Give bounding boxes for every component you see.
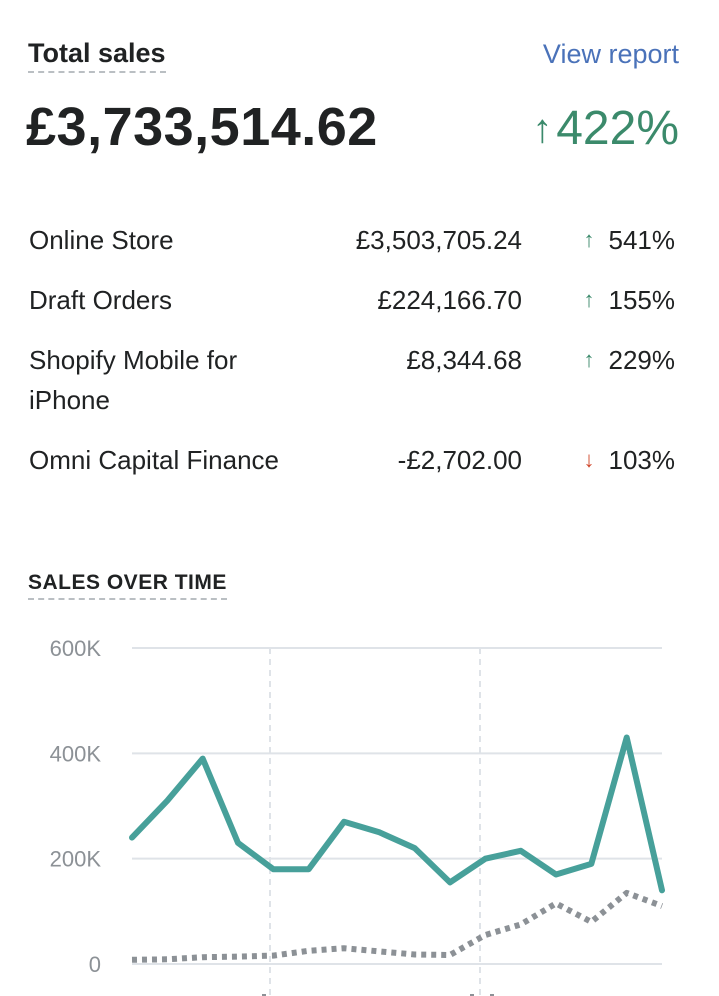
- channel-name: Online Store: [29, 225, 174, 255]
- view-report-link[interactable]: View report: [542, 39, 679, 69]
- channel-amount: £224,166.70: [377, 285, 522, 315]
- arrow-up-icon: ↑: [583, 287, 595, 312]
- y-axis-ticks: 0 200K 400K 600K: [50, 636, 494, 996]
- breakdown-row: Omni Capital Finance -£2,702.00 ↓ 103%: [29, 440, 679, 540]
- arrow-up-icon: ↑: [532, 107, 553, 151]
- channel-change-value: 155%: [608, 285, 676, 315]
- channel-change: ↑ 155%: [584, 280, 676, 320]
- breakdown-row: Draft Orders £224,166.70 ↑ 155%: [29, 280, 679, 340]
- total-change-value: 422%: [556, 102, 679, 155]
- channel-name: Omni Capital Finance: [29, 445, 279, 475]
- channel-change: ↑ 229%: [584, 340, 676, 380]
- channel-amount: £8,344.68: [406, 345, 522, 375]
- channel-change-value: 541%: [608, 225, 676, 255]
- y-tick-label: 0: [89, 952, 101, 977]
- y-tick-label: 200K: [50, 847, 102, 872]
- y-tick-label: 600K: [50, 636, 102, 661]
- channel-change: ↓ 103%: [584, 440, 676, 480]
- arrow-up-icon: ↑: [583, 347, 595, 372]
- chart-section-title: SALES OVER TIME: [28, 570, 227, 600]
- arrow-down-icon: ↓: [583, 447, 595, 472]
- channel-name: Shopify Mobile for iPhone: [29, 345, 238, 415]
- series-line-comparison: [131, 889, 664, 963]
- card-title: Total sales: [28, 36, 166, 73]
- total-sales-value: £3,733,514.62: [26, 97, 378, 157]
- sales-over-time-chart: 0 200K 400K 600K: [50, 636, 665, 996]
- arrow-up-icon: ↑: [583, 227, 595, 252]
- channel-amount: £3,503,705.24: [355, 225, 522, 255]
- channel-change-value: 103%: [608, 445, 676, 475]
- channel-amount: -£2,702.00: [397, 445, 522, 475]
- breakdown-row: Shopify Mobile for iPhone £8,344.68 ↑ 22…: [29, 340, 679, 440]
- channel-change-value: 229%: [608, 345, 676, 375]
- series-line-current: [129, 734, 665, 894]
- channel-change: ↑ 541%: [584, 220, 676, 260]
- breakdown-row: Online Store £3,503,705.24 ↑ 541%: [29, 220, 679, 280]
- chart-grid: [132, 647, 662, 996]
- channel-name: Draft Orders: [29, 285, 173, 315]
- channel-breakdown: Online Store £3,503,705.24 ↑ 541% Draft …: [29, 220, 679, 540]
- chart-series: [129, 734, 665, 963]
- y-tick-label: 400K: [50, 741, 102, 766]
- total-change: ↑ 422%: [532, 101, 679, 157]
